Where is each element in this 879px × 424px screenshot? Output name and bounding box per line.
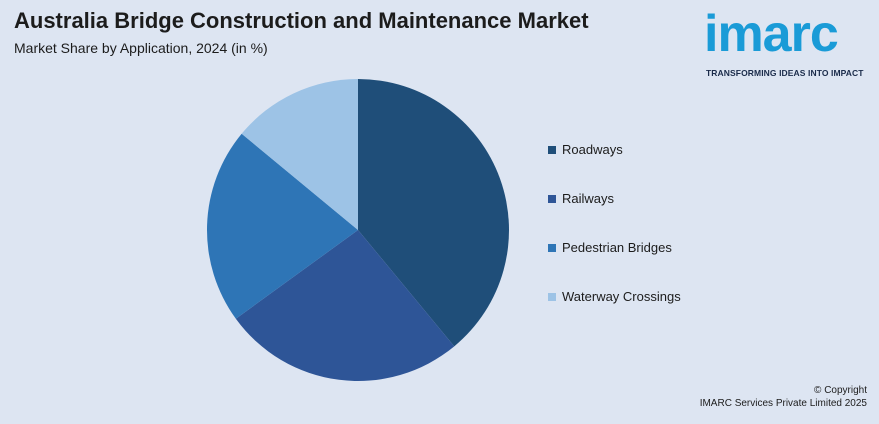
legend-label: Waterway Crossings bbox=[562, 289, 681, 304]
legend-swatch bbox=[548, 145, 556, 154]
chart-subtitle: Market Share by Application, 2024 (in %) bbox=[14, 40, 268, 56]
pie-slice-railways bbox=[235, 230, 455, 382]
legend-item-roadways: Roadways bbox=[548, 140, 623, 160]
legend-item-pedestrian-bridges: Pedestrian Bridges bbox=[548, 238, 672, 258]
copyright-notice: © Copyright IMARC Services Private Limit… bbox=[700, 384, 867, 410]
imarc-logo: imarc TRANSFORMING IDEAS INTO IMPACT bbox=[704, 5, 872, 80]
copyright-line-1: © Copyright bbox=[814, 385, 867, 396]
legend-item-railways: Railways bbox=[548, 189, 614, 209]
chart-title: Australia Bridge Construction and Mainte… bbox=[14, 8, 589, 33]
legend-swatch bbox=[548, 292, 556, 301]
logo-tagline: TRANSFORMING IDEAS INTO IMPACT bbox=[706, 68, 864, 78]
legend-swatch bbox=[548, 194, 556, 203]
legend-label: Roadways bbox=[562, 142, 623, 157]
pie-slice-waterway-crossings bbox=[241, 79, 358, 230]
legend-item-waterway-crossings: Waterway Crossings bbox=[548, 287, 681, 307]
legend-label: Pedestrian Bridges bbox=[562, 240, 672, 255]
pie-slice-pedestrian-bridges bbox=[207, 133, 358, 319]
legend-swatch bbox=[548, 243, 556, 252]
pie-slice-roadways bbox=[358, 79, 510, 347]
legend-label: Railways bbox=[562, 191, 615, 206]
logo-wordmark: imarc bbox=[704, 5, 839, 63]
copyright-line-2: IMARC Services Private Limited 2025 bbox=[699, 398, 867, 409]
